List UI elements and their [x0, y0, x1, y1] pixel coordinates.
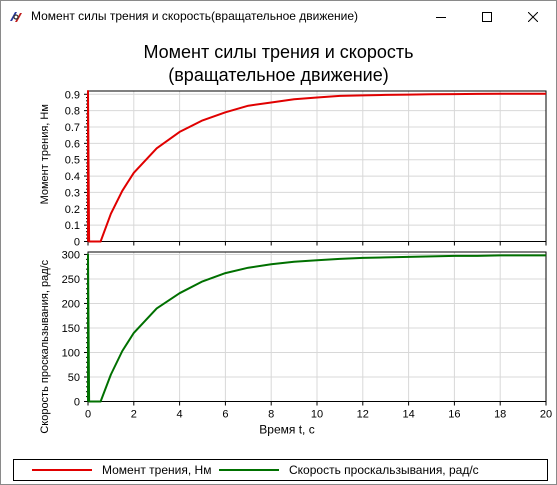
charts-svg: 0 0.1 0.2 0.3 0.4 0.5 0.6 0.7 0.8 0.9 Момент трени…: [39, 89, 552, 437]
x-tick-label: 18: [494, 409, 506, 421]
y-tick-label: 0.5: [65, 155, 80, 167]
chart-title-line-2: (вращательное движение): [168, 65, 389, 85]
simulation-app-icon: [10, 12, 22, 22]
chart-title-line-1: Момент силы трения и скорость: [143, 42, 414, 62]
y-tick-label: 150: [62, 323, 80, 335]
y-axis-label-speed: Скорость проскальзывания, рад/с: [39, 259, 51, 433]
chart-title: Момент силы трения и скорость (вращатель…: [1, 41, 556, 87]
series-line-speed: [87, 253, 546, 403]
title-bar[interactable]: Момент силы трения и скорость(вращательн…: [1, 1, 556, 32]
y-tick-label: 0.1: [65, 220, 80, 232]
maximize-button[interactable]: [464, 1, 510, 32]
legend-label-slip-speed: Скорость проскальзывания, рад/с: [289, 463, 479, 477]
x-tick-label: 12: [357, 409, 369, 421]
y-tick-label: 0.4: [65, 171, 80, 183]
minimize-icon: [436, 16, 446, 18]
window-title: Момент силы трения и скорость(вращательн…: [31, 9, 359, 23]
legend: Момент трения, Нм Скорость проскальзыван…: [13, 459, 548, 481]
x-tick-label: 6: [222, 409, 228, 421]
y-tick-label: 50: [68, 372, 80, 384]
chart-area: Момент силы трения и скорость (вращатель…: [1, 32, 556, 484]
legend-swatch-slip-speed: [219, 469, 279, 471]
x-tick-label: 16: [448, 409, 460, 421]
y-tick-label: 0: [74, 237, 80, 249]
x-axis-label: Время t, c: [259, 423, 314, 437]
y-tick-label: 0.3: [65, 187, 80, 199]
x-tick-label: 8: [268, 409, 274, 421]
y-tick-label: 0.6: [65, 138, 80, 150]
x-tick-label: 20: [540, 409, 552, 421]
x-tick-label: 4: [177, 409, 183, 421]
maximize-icon: [482, 11, 492, 22]
x-tick-label: 10: [311, 409, 323, 421]
y-axis-label-friction: Момент трения, Нм: [39, 104, 51, 204]
close-button[interactable]: [510, 1, 556, 32]
minimize-button[interactable]: [418, 1, 464, 32]
x-tick-label: 2: [131, 409, 137, 421]
y-tick-label: 0: [74, 397, 80, 409]
legend-label-friction: Момент трения, Нм: [102, 463, 212, 477]
series-line-friction: [87, 90, 546, 243]
y-tick-label: 0.2: [65, 204, 80, 216]
y-tick-label: 0.7: [65, 122, 80, 134]
legend-swatch-friction: [32, 469, 92, 471]
close-icon: [528, 11, 538, 22]
y-tick-label: 100: [62, 347, 80, 359]
x-tick-label: 0: [85, 409, 91, 421]
legend-item-slip-speed: Скорость проскальзывания, рад/с: [219, 460, 479, 480]
y-tick-label: 300: [62, 249, 80, 261]
y-tick-label: 0.8: [65, 106, 80, 118]
y-tick-label: 0.9: [65, 89, 80, 101]
y-tick-label: 250: [62, 274, 80, 286]
legend-item-friction: Момент трения, Нм: [32, 460, 211, 480]
y-tick-label: 200: [62, 298, 80, 310]
x-tick-label: 14: [402, 409, 414, 421]
